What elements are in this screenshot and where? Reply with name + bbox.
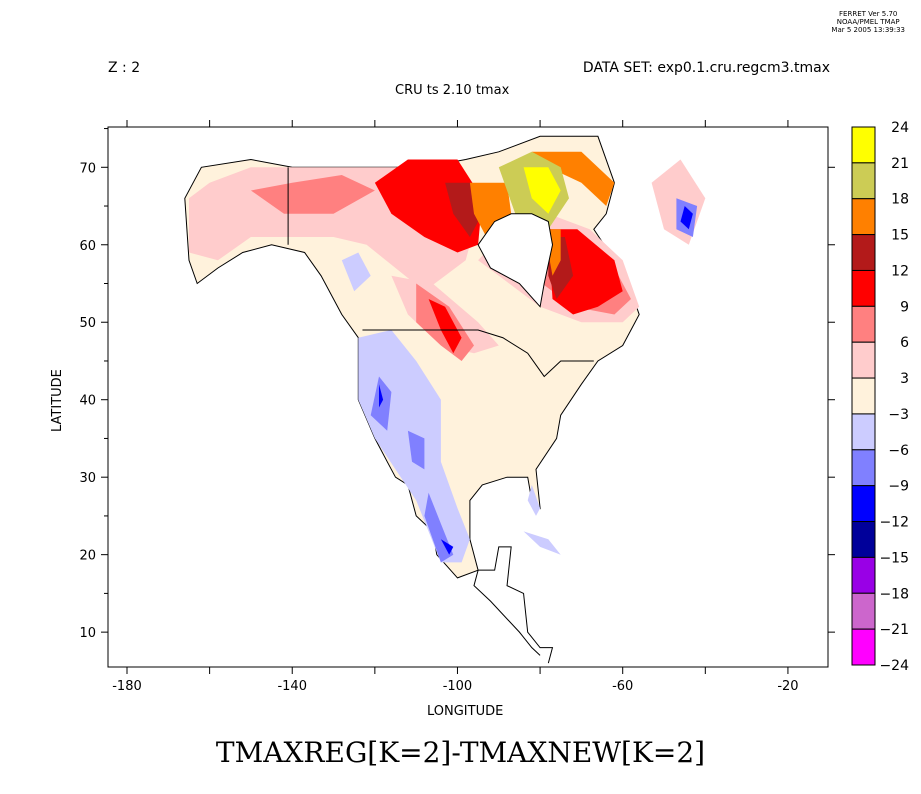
colorbar-label: 6 <box>900 335 909 351</box>
y-tick-label: 30 <box>79 471 96 486</box>
colorbar-label: −15 <box>879 550 909 566</box>
value-region <box>407 430 425 470</box>
coastline <box>473 570 541 656</box>
z-label: Z : 2 <box>108 60 141 76</box>
value-region <box>374 159 483 253</box>
stamp-line2: NOAA/PMEL TMAP <box>836 18 900 26</box>
coastline <box>478 546 554 664</box>
x-tick-label: -100 <box>443 679 473 694</box>
colorbar-swatch <box>851 269 876 307</box>
colorbar-label: −12 <box>879 515 909 531</box>
value-region <box>341 252 371 292</box>
colorbar-swatch <box>851 341 876 379</box>
colorbar-swatch <box>851 162 876 200</box>
x-tick-label: -60 <box>612 679 633 694</box>
x-tick-label: -180 <box>112 679 142 694</box>
colorbar-label: 18 <box>891 192 909 208</box>
x-tick-label: -140 <box>277 679 307 694</box>
value-region <box>523 167 561 214</box>
colorbar-swatch <box>851 126 876 164</box>
ferret-stamp: FERRET Ver 5.70 NOAA/PMEL TMAP Mar 5 200… <box>831 10 905 34</box>
colorbar-label: 9 <box>900 299 909 315</box>
colorbar-label: −21 <box>879 622 909 638</box>
border-line <box>362 329 594 378</box>
value-region <box>250 175 375 214</box>
colorbar-swatch <box>851 413 876 451</box>
colorbar-swatch <box>851 556 876 594</box>
value-region <box>523 531 561 555</box>
x-axis-label: LONGITUDE <box>427 704 504 719</box>
y-tick-label: 20 <box>79 549 96 564</box>
stamp-line1: FERRET Ver 5.70 <box>839 10 898 18</box>
value-region <box>428 299 462 354</box>
stamp-line3: Mar 5 2005 13:39:33 <box>831 26 905 34</box>
colorbar-label: −18 <box>879 586 909 602</box>
colorbar-swatch <box>851 377 876 415</box>
dataset-label: DATA SET: exp0.1.cru.regcm3.tmax <box>582 60 830 76</box>
colorbar-swatch <box>851 521 876 558</box>
colorbar-label: −24 <box>879 658 909 674</box>
value-region <box>440 539 454 555</box>
colorbar-swatch <box>851 628 876 666</box>
water-region <box>477 213 554 308</box>
colorbar-swatch <box>851 485 876 523</box>
value-region <box>379 384 384 408</box>
colorbar-label: −9 <box>888 479 909 495</box>
chart-title: TMAXREG[K=2]-TMAXNEW[K=2] <box>215 736 706 769</box>
plot-frame <box>107 126 829 668</box>
value-region <box>680 206 693 230</box>
colorbar-label: 15 <box>891 228 909 244</box>
y-tick-label: 10 <box>79 626 96 641</box>
colorbar-swatch <box>851 449 876 487</box>
colorbar-label: −6 <box>888 443 909 459</box>
colorbar-label: 12 <box>891 263 909 279</box>
y-tick-label: 40 <box>79 394 96 409</box>
x-tick-label: -20 <box>777 679 798 694</box>
colorbar-swatch <box>851 198 876 236</box>
colorbar-swatch <box>851 592 876 630</box>
colorbar-swatch <box>851 234 876 271</box>
colorbar-label: 24 <box>891 120 909 136</box>
colorbar-label: 3 <box>900 371 909 387</box>
y-tick-label: 60 <box>79 239 96 254</box>
subtitle: CRU ts 2.10 tmax <box>395 83 510 98</box>
y-tick-label: 70 <box>79 161 96 176</box>
value-region <box>527 484 541 516</box>
colorbar-label: −3 <box>888 407 909 423</box>
colorbar-label: 21 <box>891 156 909 172</box>
y-tick-label: 50 <box>79 316 96 331</box>
colorbar-swatch <box>851 305 876 343</box>
